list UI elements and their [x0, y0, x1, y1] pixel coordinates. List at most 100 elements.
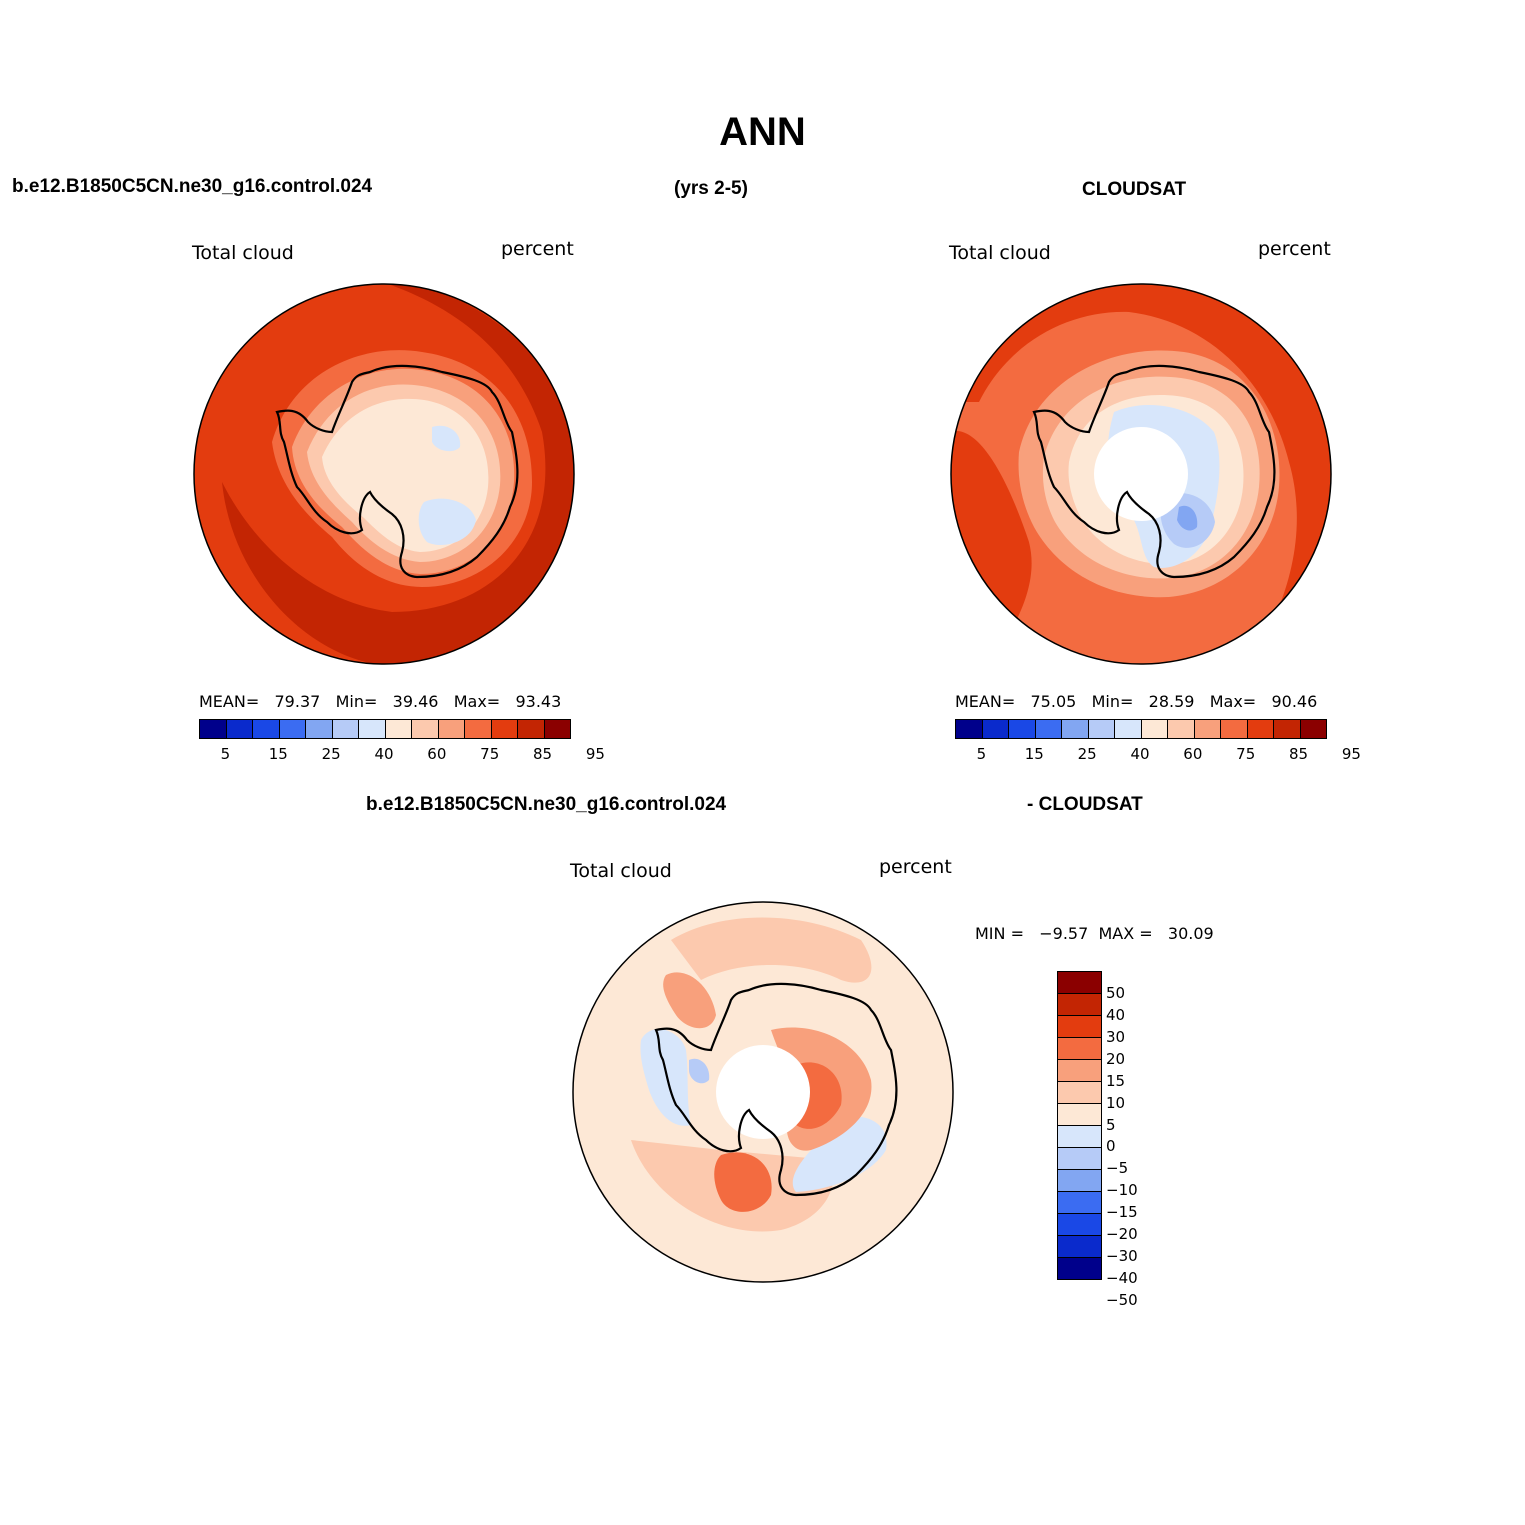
colorbar-tick-label: 25: [321, 745, 341, 763]
model-colorbar: [199, 719, 571, 739]
obs-polar-map: [950, 283, 1332, 665]
colorbar-tick-label: −10: [1106, 1181, 1138, 1200]
colorbar-cell: [200, 720, 227, 738]
obs-max-value: 90.46: [1271, 692, 1318, 711]
colorbar-tick-label: 60: [427, 745, 447, 763]
years-header: (yrs 2-5): [674, 178, 748, 199]
colorbar-cell: [1058, 1236, 1101, 1258]
obs-max-label: Max=: [1209, 692, 1257, 711]
obs-coastline: [1032, 364, 1276, 579]
colorbar-tick-label: 75: [480, 745, 500, 763]
model-variable-title: Total cloud: [192, 242, 294, 264]
colorbar-cell: [491, 720, 518, 738]
colorbar-cell: [1168, 720, 1195, 738]
colorbar-cell: [518, 720, 545, 738]
colorbar-cell: [1058, 1082, 1101, 1104]
diff-polar-map: [572, 901, 954, 1283]
colorbar-cell: [1058, 1104, 1101, 1126]
obs-stats: MEAN= 75.05 Min= 28.59 Max= 90.46: [955, 692, 1317, 711]
diff-variable-title: Total cloud: [570, 860, 672, 882]
model-max-value: 93.43: [515, 692, 562, 711]
colorbar-tick-label: 5: [220, 745, 231, 763]
colorbar-cell: [1058, 1038, 1101, 1060]
colorbar-cell: [1058, 1060, 1101, 1082]
colorbar-cell: [956, 720, 983, 738]
diff-units: percent: [879, 856, 952, 878]
colorbar-cell: [1058, 1192, 1101, 1214]
colorbar-cell: [1035, 720, 1062, 738]
colorbar-tick-label: −15: [1106, 1203, 1138, 1222]
model-coastline: [275, 364, 519, 579]
colorbar-cell: [359, 720, 386, 738]
colorbar-tick-label: −20: [1106, 1225, 1138, 1244]
colorbar-cell: [1058, 1148, 1101, 1170]
diff-header-left: b.e12.B1850C5CN.ne30_g16.control.024: [366, 794, 727, 815]
model-min-value: 39.46: [392, 692, 439, 711]
colorbar-tick-label: 40: [374, 745, 394, 763]
colorbar-tick-label: −40: [1106, 1269, 1138, 1287]
colorbar-cell: [385, 720, 412, 738]
colorbar-tick-label: −30: [1106, 1247, 1138, 1266]
colorbar-cell: [1300, 720, 1326, 738]
case-name-header: b.e12.B1850C5CN.ne30_g16.control.024: [12, 176, 373, 197]
colorbar-cell: [1058, 1214, 1101, 1236]
colorbar-tick-label: −5: [1106, 1159, 1129, 1178]
colorbar-cell: [438, 720, 465, 738]
obs-min-label: Min=: [1091, 692, 1134, 711]
diff-field-orange-south: [714, 1152, 772, 1212]
colorbar-tick-label: 75: [1236, 745, 1256, 763]
colorbar-cell: [1058, 972, 1101, 994]
colorbar-cell: [412, 720, 439, 738]
colorbar-cell: [306, 720, 333, 738]
colorbar-cell: [1058, 1258, 1101, 1279]
colorbar-cell: [982, 720, 1009, 738]
colorbar-tick-label: 60: [1183, 745, 1203, 763]
colorbar-tick-label: 5: [976, 745, 987, 763]
diff-min-value: −9.57: [1039, 924, 1089, 943]
colorbar-cell: [253, 720, 280, 738]
colorbar-tick-label: 15: [268, 745, 288, 763]
colorbar-cell: [1009, 720, 1036, 738]
colorbar-tick-label: 0: [1106, 1137, 1116, 1156]
colorbar-tick-label: 15: [1024, 745, 1044, 763]
colorbar-cell: [1141, 720, 1168, 738]
obs-header: CLOUDSAT: [1082, 179, 1187, 200]
colorbar-tick-label: 15: [1106, 1071, 1126, 1090]
model-mean-label: MEAN=: [199, 692, 260, 711]
colorbar-tick-label: 10: [1106, 1093, 1126, 1112]
diff-max-value: 30.09: [1167, 924, 1214, 943]
colorbar-cell: [544, 720, 570, 738]
colorbar-cell: [1058, 1170, 1101, 1192]
colorbar-cell: [465, 720, 492, 738]
model-stats: MEAN= 79.37 Min= 39.46 Max= 93.43: [199, 692, 561, 711]
diff-colorbar: [1057, 971, 1102, 1280]
obs-min-value: 28.59: [1148, 692, 1195, 711]
colorbar-cell: [1058, 994, 1101, 1016]
colorbar-tick-label: 85: [1289, 745, 1309, 763]
diff-stats: MIN = −9.57 MAX = 30.09: [975, 924, 1214, 943]
colorbar-tick-label: 20: [1106, 1049, 1126, 1068]
model-polar-map: [193, 283, 575, 665]
colorbar-cell: [1274, 720, 1301, 738]
colorbar-tick-label: 5: [1106, 1115, 1116, 1134]
diff-field-blue-east: [792, 1116, 887, 1192]
model-min-label: Min=: [335, 692, 378, 711]
colorbar-cell: [1058, 1126, 1101, 1148]
colorbar-cell: [332, 720, 359, 738]
diff-field-blue-coast: [640, 1029, 691, 1126]
colorbar-tick-label: 30: [1106, 1027, 1126, 1046]
colorbar-cell: [1221, 720, 1248, 738]
colorbar-cell: [1062, 720, 1089, 738]
colorbar-tick-label: 95: [1341, 745, 1361, 763]
obs-mean-value: 75.05: [1030, 692, 1077, 711]
colorbar-cell: [1115, 720, 1142, 738]
diff-header-right: - CLOUDSAT: [1027, 794, 1143, 815]
obs-field-blue-deep: [1177, 505, 1198, 531]
colorbar-cell: [1088, 720, 1115, 738]
colorbar-tick-label: 95: [585, 745, 605, 763]
figure-title: ANN: [719, 110, 806, 154]
obs-colorbar: [955, 719, 1327, 739]
obs-mean-label: MEAN=: [955, 692, 1016, 711]
diff-field-blue-small: [689, 1058, 710, 1084]
colorbar-tick-label: 40: [1130, 745, 1150, 763]
